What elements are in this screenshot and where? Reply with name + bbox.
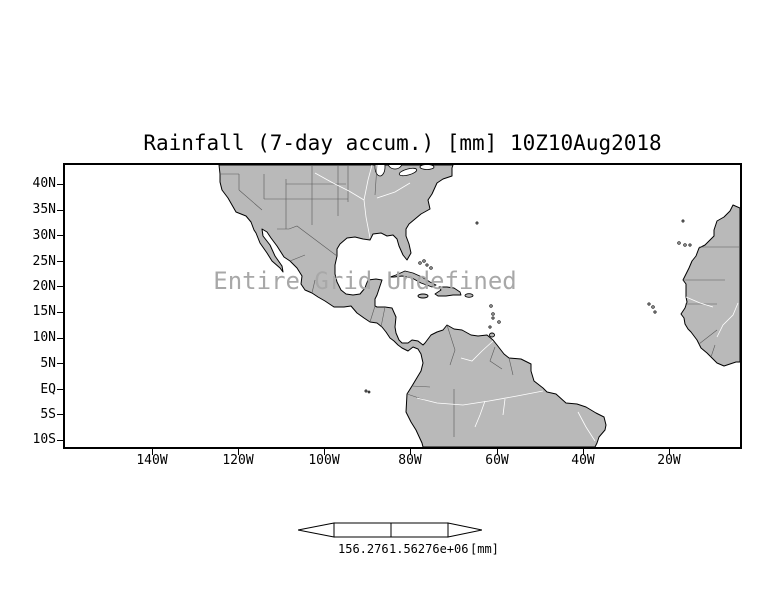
x-axis-tick-label: 140W (136, 453, 168, 468)
x-axis-tick-mark (583, 449, 584, 455)
y-axis-tick-label: 5S (40, 407, 56, 422)
colorbar-units-label: [mm] (470, 542, 499, 556)
y-axis-tick-mark (57, 184, 63, 185)
x-axis-tick-mark (410, 449, 411, 455)
colorbar (298, 522, 482, 538)
plot-title: Rainfall (7-day accum.) [mm] 10Z10Aug201… (143, 131, 662, 155)
x-axis-tick-label: 40W (571, 453, 595, 468)
africa-landmass (680, 204, 740, 367)
x-axis-tick-label: 120W (222, 453, 254, 468)
y-axis-tick-label: 35N (32, 202, 56, 217)
americas-landmass (218, 165, 607, 447)
y-axis-tick-mark (57, 389, 63, 390)
x-axis-tick-mark (324, 449, 325, 455)
y-axis-tick-label: 15N (32, 304, 56, 319)
y-axis-tick-label: 25N (32, 254, 56, 269)
y-axis-tick-mark (57, 261, 63, 262)
x-axis-tick-label: 20W (657, 453, 681, 468)
y-axis-tick-mark (57, 235, 63, 236)
jamaica-island (417, 293, 429, 299)
y-axis-tick-mark (57, 286, 63, 287)
colorbar-cell (333, 522, 392, 538)
y-axis-tick-label: EQ (40, 382, 56, 397)
rivers (314, 165, 739, 442)
colorbar-left-arrow (298, 522, 335, 538)
hispaniola-island (434, 286, 462, 297)
state-borders (220, 165, 740, 437)
x-axis-tick-mark (152, 449, 153, 455)
y-axis-tick-mark (57, 363, 63, 364)
y-axis-tick-label: 10N (32, 330, 56, 345)
y-axis-tick-label: 40N (32, 176, 56, 191)
y-axis-tick-label: 5N (40, 356, 56, 371)
colorbar-tick-label: 1.56276e+06 (389, 542, 469, 556)
cuba-island (389, 270, 437, 288)
y-axis-tick-label: 30N (32, 228, 56, 243)
x-axis-tick-mark (238, 449, 239, 455)
colorbar-cell (390, 522, 449, 538)
y-axis-tick-label: 10S (32, 432, 56, 447)
island-specks (364, 219, 692, 394)
y-axis-tick-mark (57, 440, 63, 441)
y-axis-tick-mark (57, 338, 63, 339)
entire-grid-undefined-label: Entire Grid Undefined (213, 267, 517, 295)
y-axis-tick-mark (57, 210, 63, 211)
puerto-rico-island (464, 293, 474, 298)
trinidad-island (489, 332, 495, 338)
x-axis-tick-mark (669, 449, 670, 455)
x-axis-tick-mark (497, 449, 498, 455)
x-axis-tick-label: 80W (398, 453, 422, 468)
x-axis-tick-label: 60W (485, 453, 509, 468)
great-lakes (374, 165, 435, 177)
colorbar-tick-label: 156.276 (338, 542, 389, 556)
y-axis-tick-mark (57, 312, 63, 313)
colorbar-right-arrow (447, 522, 482, 538)
world-map (218, 165, 740, 447)
x-axis-tick-label: 100W (308, 453, 340, 468)
y-axis-tick-mark (57, 414, 63, 415)
caribbean-islands (389, 270, 495, 338)
y-axis-tick-label: 20N (32, 279, 56, 294)
